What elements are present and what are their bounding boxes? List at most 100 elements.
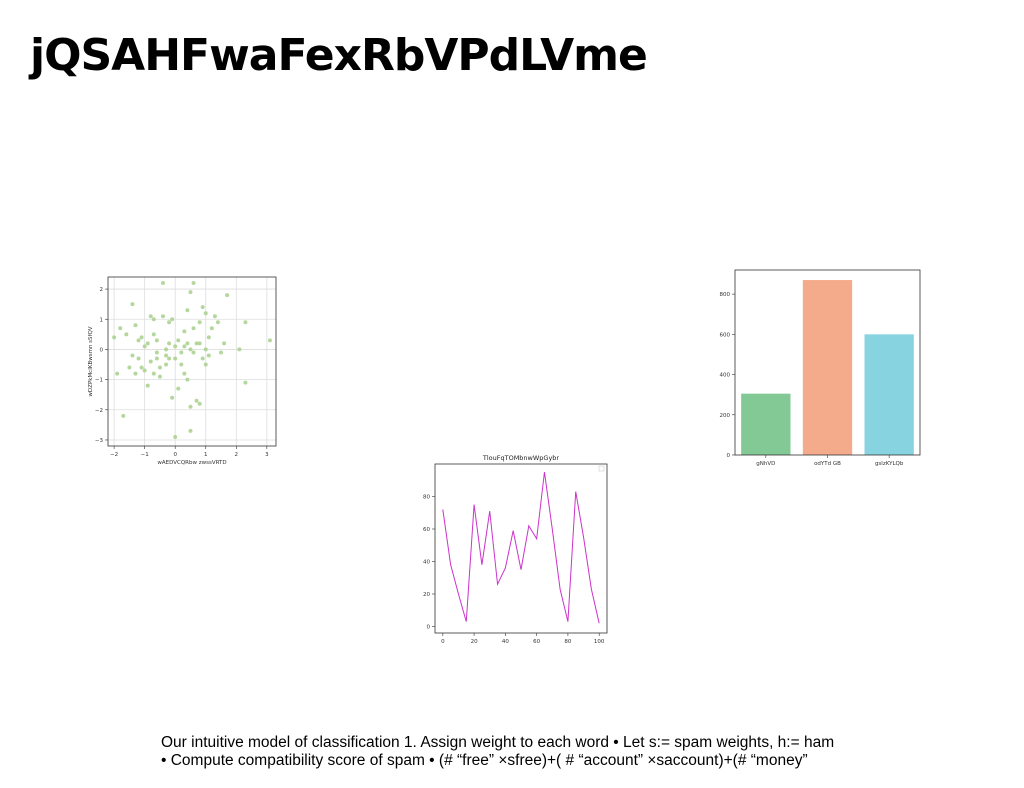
scatter-point [197, 401, 202, 406]
scatter-point [215, 320, 220, 325]
x-tick-label: −2 [110, 452, 118, 458]
scatter-point [185, 377, 190, 382]
scatter-point [206, 335, 211, 340]
scatter-point [170, 317, 175, 322]
slide-body-text: Our intuitive model of classification 1.… [161, 734, 834, 770]
x-tick-label: 2 [235, 452, 239, 458]
scatter-point [197, 341, 202, 346]
x-tick-label: 100 [594, 639, 605, 645]
scatter-point [219, 350, 224, 355]
plot-frame [107, 276, 277, 447]
scatter-point [182, 371, 187, 376]
scatter-point [148, 314, 153, 319]
scatter-point [167, 320, 172, 325]
scatter-point [151, 332, 156, 337]
y-tick-label: −3 [95, 438, 104, 444]
scatter-point [160, 314, 165, 319]
y-tick-label: 800 [720, 292, 731, 298]
scatter-point [225, 293, 230, 298]
scatter-point [145, 383, 150, 388]
scatter-point [173, 344, 178, 349]
scatter-point [188, 428, 193, 433]
x-tick-label: gNhVD [756, 461, 775, 467]
scatter-point [127, 365, 132, 370]
scatter-point [191, 281, 196, 286]
scatter-chart: −2 −1 0 1 2 3 −3 −2 −1 0 1 2 wAEDVCQRbw zwssVRTD wDZP… [88, 276, 277, 466]
scatter-point [148, 359, 153, 364]
scatter-point [267, 338, 272, 343]
x-tick-label: 20 [471, 639, 478, 645]
y-tick-label: 200 [720, 413, 731, 419]
scatter-point [200, 356, 205, 361]
scatter-point [206, 353, 211, 358]
scatter-point [182, 344, 187, 349]
bar-figure: gNhVD odYTd GB gslzKYLQb 0 200 400 600 800 [700, 262, 935, 477]
scatter-point [157, 374, 162, 379]
scatter-point [124, 332, 129, 337]
scatter-point [222, 341, 227, 346]
scatter-point [112, 335, 117, 340]
scatter-point [133, 323, 138, 328]
scatter-point [130, 302, 135, 307]
scatter-point [160, 281, 165, 286]
body-text-line: • Compute compatibility score of spam • … [161, 752, 808, 769]
scatter-point [176, 386, 181, 391]
scatter-point [133, 371, 138, 376]
y-tick-label: 80 [423, 495, 430, 501]
x-tick-label: 0 [173, 452, 177, 458]
y-tick-label: −2 [95, 408, 103, 414]
scatter-point [121, 413, 126, 418]
scatter-point [203, 311, 208, 316]
y-tick-label: 400 [720, 373, 731, 379]
x-tick-label: 60 [533, 639, 540, 645]
legend-box [598, 465, 605, 472]
scatter-point [191, 326, 196, 331]
scatter-point [188, 404, 193, 409]
scatter-point [203, 362, 208, 367]
scatter-point [154, 350, 159, 355]
scatter-point [179, 350, 184, 355]
x-tick-label: odYTd GB [814, 461, 841, 467]
scatter-point [185, 308, 190, 313]
scatter-point [136, 356, 141, 361]
scatter-point [237, 347, 242, 352]
y-tick-label: 0 [100, 347, 104, 353]
scatter-point [167, 341, 172, 346]
y-tick-label: 40 [423, 560, 430, 566]
bar-chart: gNhVD odYTd GB gslzKYLQb 0 200 400 600 800 [720, 269, 921, 467]
scatter-point [200, 305, 205, 310]
scatter-point [154, 338, 159, 343]
scatter-point [179, 362, 184, 367]
scatter-point [170, 395, 175, 400]
scatter-point [209, 326, 214, 331]
x-tick-label: 3 [265, 452, 269, 458]
bar [741, 393, 791, 455]
scatter-point [194, 341, 199, 346]
scatter-figure: −2 −1 0 1 2 3 −3 −2 −1 0 1 2 wAEDVCQRbw zwssVRTD wDZP… [80, 268, 295, 473]
scatter-point [154, 356, 159, 361]
scatter-point [188, 347, 193, 352]
scatter-point [167, 356, 172, 361]
bar [802, 280, 853, 455]
scatter-point [173, 434, 178, 439]
chart-title: TlouFqTOMbnwWpGybr [482, 454, 560, 462]
scatter-point [118, 326, 123, 331]
plot-frame [434, 463, 608, 634]
scatter-point [188, 290, 193, 295]
scatter-point [142, 344, 147, 349]
x-tick-label: 40 [502, 639, 509, 645]
scatter-point [194, 398, 199, 403]
plot-frame [734, 269, 921, 456]
scatter-point [142, 368, 147, 373]
scatter-point [164, 362, 169, 367]
scatter-point [185, 341, 190, 346]
scatter-point [164, 347, 169, 352]
line-chart: TlouFqTOMbnwWpGybr 0 20 40 60 80 100 0 20 40 60 80 [423, 454, 608, 645]
y-axis-label: wDZPkMcIKBwsmn sSfQV [88, 326, 94, 396]
body-text-line: Our intuitive model of classification 1.… [161, 734, 835, 751]
scatter-point [115, 371, 120, 376]
line-figure: TlouFqTOMbnwWpGybr 0 20 40 60 80 100 0 20 40 60 80 [420, 448, 620, 648]
x-tick-label: −1 [141, 452, 149, 458]
scatter-point [139, 365, 144, 370]
scatter-point [145, 341, 150, 346]
